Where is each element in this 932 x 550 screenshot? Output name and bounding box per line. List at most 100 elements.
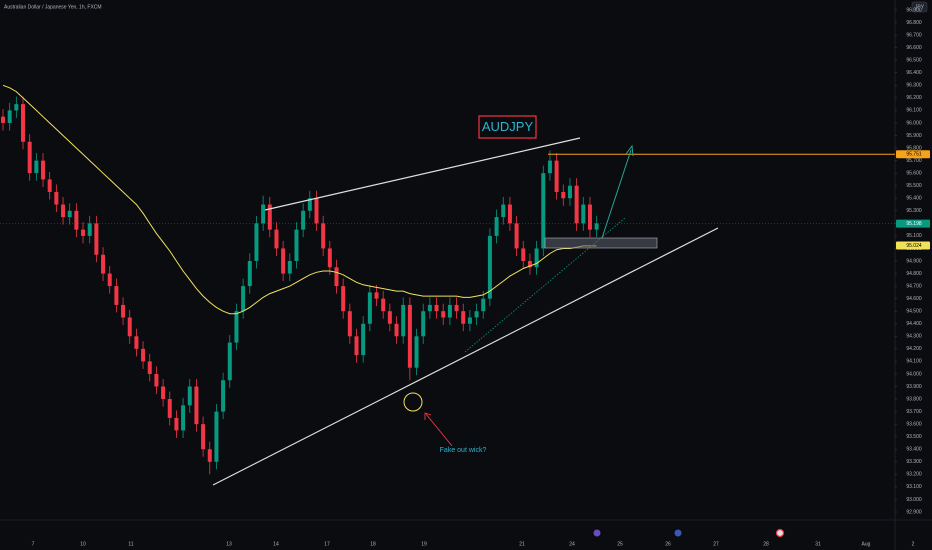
- y-tick-label: 95.800: [906, 145, 922, 151]
- y-tick-label: 95.400: [906, 196, 922, 202]
- candle-body: [61, 204, 66, 218]
- candle-body: [187, 386, 192, 406]
- x-tick-label: 7: [32, 541, 35, 547]
- candle-body: [541, 173, 546, 249]
- pointer-arrow: [425, 413, 453, 447]
- x-tick-label: 28: [763, 541, 769, 547]
- candle-body: [167, 399, 172, 418]
- event-icon[interactable]: [593, 529, 601, 537]
- y-tick-label: 94.300: [906, 334, 922, 340]
- candle-body: [321, 223, 326, 249]
- symbol-annotation: AUDJPY: [482, 119, 534, 134]
- y-tick-label: 96.100: [906, 108, 922, 114]
- lower-trendline: [212, 227, 719, 486]
- projection-arrow: [601, 149, 632, 239]
- candle-body: [581, 204, 586, 224]
- candle-body: [347, 311, 352, 337]
- candle-body: [34, 160, 39, 174]
- candle-body: [441, 311, 446, 318]
- candle-body: [387, 311, 392, 324]
- candle-body: [241, 286, 246, 312]
- candle-body: [501, 204, 506, 218]
- y-tick-label: 95.600: [906, 170, 922, 176]
- y-tick-label: 96.800: [906, 20, 922, 26]
- y-tick-label: 95.100: [906, 233, 922, 239]
- candle-body: [274, 229, 279, 249]
- candle-body: [327, 248, 332, 268]
- candle-body: [221, 380, 226, 412]
- candle-body: [161, 386, 166, 400]
- x-tick-label: 10: [80, 541, 86, 547]
- candle-body: [467, 317, 472, 324]
- currency-label[interactable]: JPY: [915, 4, 925, 10]
- candle-body: [267, 204, 272, 230]
- x-tick-label: 19: [421, 541, 427, 547]
- candle-body: [454, 304, 459, 312]
- series-layer: [0, 84, 895, 475]
- level-price-label: 95.751: [906, 152, 922, 158]
- x-tick-label: 13: [226, 541, 232, 547]
- last-price-label-bg: [896, 219, 930, 228]
- candle-body: [214, 411, 219, 462]
- x-tick-label: 14: [273, 541, 279, 547]
- candle-body: [81, 229, 86, 236]
- drawings: [212, 115, 785, 538]
- candle-body: [121, 304, 126, 318]
- candle-body: [554, 160, 559, 192]
- candle-body: [107, 273, 112, 287]
- candle-body: [194, 386, 199, 425]
- currency-button[interactable]: [911, 1, 928, 13]
- candle-body: [574, 185, 579, 224]
- candle-body: [521, 248, 526, 261]
- projection-arrow-head: [625, 144, 634, 157]
- candle-body: [301, 210, 306, 230]
- candle-body: [14, 104, 19, 111]
- candle-body: [567, 185, 572, 199]
- x-tick-label: 17: [324, 541, 330, 547]
- y-tick-label: 96.200: [906, 95, 922, 101]
- candle-body: [281, 248, 286, 274]
- candle-body: [587, 204, 592, 230]
- candle-body: [67, 210, 72, 218]
- level-price-label-bg: [896, 150, 930, 159]
- x-tick-label: 25: [617, 541, 623, 547]
- candle-body: [47, 179, 52, 192]
- candle-body: [147, 361, 152, 374]
- y-tick-label: 93.700: [906, 409, 922, 415]
- y-tick-label: 93.100: [906, 484, 922, 490]
- y-tick-label: 93.200: [906, 472, 922, 478]
- moving-average: [2, 84, 597, 315]
- candle-body: [481, 298, 486, 312]
- x-tick-label: 21: [519, 541, 525, 547]
- candle-body: [254, 223, 259, 261]
- zone-box: [544, 237, 658, 249]
- y-tick-label: 93.300: [906, 459, 922, 465]
- candle-body: [514, 223, 519, 249]
- candle-body: [547, 160, 552, 174]
- candle-body: [227, 342, 232, 381]
- candle-body: [21, 104, 26, 142]
- candle-body: [494, 217, 499, 236]
- event-icon[interactable]: [775, 528, 785, 538]
- candle-body: [394, 323, 399, 337]
- x-tick-label: 31: [815, 541, 821, 547]
- y-tick-label: 94.000: [906, 371, 922, 377]
- highlight-circle: [403, 392, 423, 412]
- ma-price-label: 95.024: [906, 243, 922, 249]
- candle-body: [7, 110, 12, 123]
- candle-body: [414, 336, 419, 368]
- candle-body: [41, 160, 46, 180]
- event-icon[interactable]: [674, 529, 682, 537]
- y-tick-label: 94.600: [906, 296, 922, 302]
- y-tick-label: 93.600: [906, 421, 922, 427]
- upper-trendline: [264, 137, 581, 211]
- candle-body: [421, 311, 426, 337]
- candle-body: [141, 348, 146, 362]
- candle-body: [134, 336, 139, 349]
- candle-body: [427, 304, 432, 312]
- x-tick-label: 2: [912, 541, 915, 547]
- candle-body: [207, 449, 212, 462]
- candle-body: [294, 229, 299, 261]
